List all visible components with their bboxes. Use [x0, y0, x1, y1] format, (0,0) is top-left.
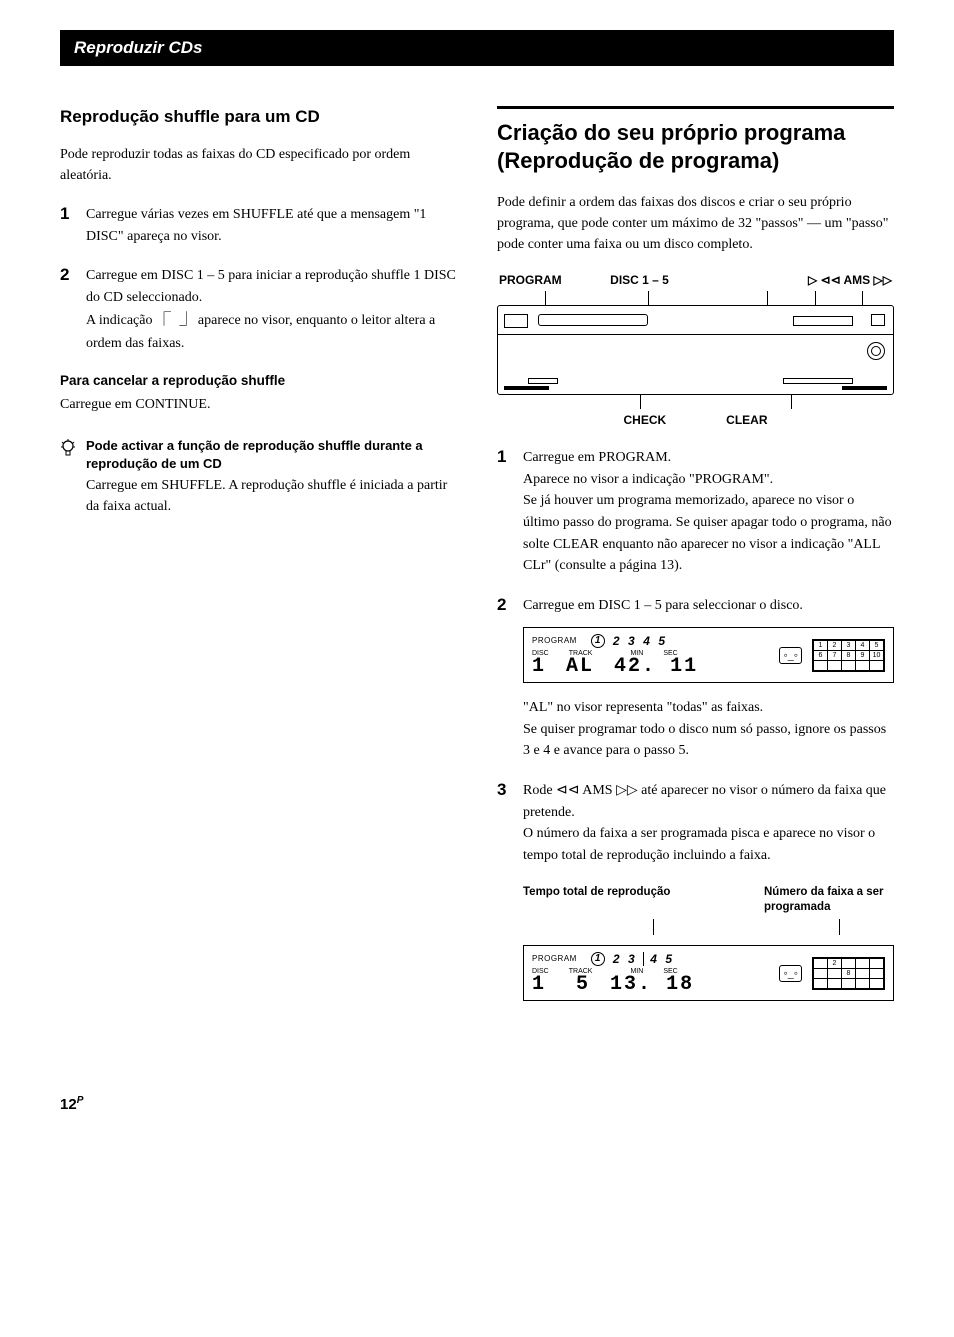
- display-panel-2: PROGRAM 1 2 3 4 5 DISC TRACK: [523, 945, 894, 1001]
- cancel-heading: Para cancelar a reprodução shuffle: [60, 372, 457, 391]
- left-step-1: 1 Carregue várias vezes em SHUFFLE até q…: [60, 204, 457, 247]
- seg-track: 5: [576, 973, 590, 996]
- after-disp1-b: Se quiser programar todo o disco num só …: [523, 719, 894, 762]
- disp-num: 5: [665, 952, 672, 966]
- step-text: Carregue várias vezes em SHUFFLE até que…: [86, 204, 457, 247]
- caption-right: Número da faixa a ser programada: [764, 885, 894, 915]
- seg-disc: 1: [532, 973, 546, 996]
- step-number: 2: [497, 595, 523, 617]
- left-heading: Reprodução shuffle para um CD: [60, 106, 457, 128]
- device-label-disc: DISC 1 – 5: [610, 273, 669, 287]
- disp-program-label: PROGRAM: [532, 954, 577, 963]
- seg-track: AL: [566, 655, 594, 678]
- seg-sec: 18: [666, 973, 694, 996]
- device-label-ams: ▷ ⊲⊲ AMS ▷▷: [808, 273, 892, 287]
- step-text: Carregue em DISC 1 – 5 para seleccionar …: [523, 595, 803, 617]
- step-text-b: O número da faixa a ser programada pisca…: [523, 823, 894, 866]
- step-text: Carregue em DISC 1 – 5 para iniciar a re…: [86, 265, 457, 354]
- disp-num: 1: [591, 952, 605, 966]
- step-number: 1: [60, 204, 86, 247]
- disp-num: 4: [643, 952, 657, 966]
- right-step-2: 2 Carregue em DISC 1 – 5 para selecciona…: [497, 595, 894, 617]
- device-label-clear: CLEAR: [726, 413, 767, 427]
- left-column: Reprodução shuffle para um CD Pode repro…: [60, 106, 457, 1015]
- display-panel-1: PROGRAM 1 2 3 4 5 DISC TRACK: [523, 627, 894, 683]
- right-step-1: 1 Carregue em PROGRAM. Aparece no visor …: [497, 447, 894, 577]
- tape-icon: ◦_◦: [779, 965, 802, 982]
- step-text-a: Rode ⊲⊲ AMS ▷▷ até aparecer no visor o n…: [523, 780, 894, 823]
- right-column: Criação do seu próprio programa (Reprodu…: [497, 106, 894, 1015]
- track-grid: 12345 678910: [812, 639, 885, 672]
- shuffle-symbol: ⎾ ⏌: [156, 309, 194, 333]
- disp-num: 5: [658, 634, 665, 648]
- step-text-a: Carregue em DISC 1 – 5 para iniciar a re…: [86, 268, 456, 305]
- seg-min: 42.: [614, 655, 656, 678]
- seg-disc: 1: [532, 655, 546, 678]
- lightbulb-icon: [60, 437, 78, 517]
- step-text-b: A indicação: [86, 313, 156, 328]
- device-label-check: CHECK: [623, 413, 666, 427]
- track-grid: 2 8: [812, 957, 885, 990]
- caption-left: Tempo total de reprodução: [523, 885, 670, 915]
- device-label-program: PROGRAM: [499, 273, 562, 287]
- disp-num: 1: [591, 634, 605, 648]
- page-number: 12P: [60, 1095, 894, 1113]
- tip-heading: Pode activar a função de reprodução shuf…: [86, 437, 457, 473]
- disp-num: 2: [613, 634, 620, 648]
- section-header: Reproduzir CDs: [60, 30, 894, 66]
- disp-num: 3: [628, 952, 635, 966]
- seg-min: 13.: [610, 973, 652, 996]
- after-disp1-a: "AL" no visor representa "todas" as faix…: [523, 697, 894, 719]
- step-text: Carregue em PROGRAM. Aparece no visor a …: [523, 447, 894, 577]
- cancel-text: Carregue em CONTINUE.: [60, 394, 457, 415]
- seg-sec: 11: [670, 655, 698, 678]
- left-intro: Pode reproduzir todas as faixas do CD es…: [60, 144, 457, 186]
- step-number: 3: [497, 780, 523, 867]
- step-number: 1: [497, 447, 523, 577]
- right-intro: Pode definir a ordem das faixas dos disc…: [497, 192, 894, 255]
- disp-num: 2: [613, 952, 620, 966]
- right-heading: Criação do seu próprio programa (Reprodu…: [497, 106, 894, 174]
- right-step-3: 3 Rode ⊲⊲ AMS ▷▷ até aparecer no visor o…: [497, 780, 894, 867]
- step-text: Rode ⊲⊲ AMS ▷▷ até aparecer no visor o n…: [523, 780, 894, 867]
- tip-text: Carregue em SHUFFLE. A reprodução shuffl…: [86, 475, 457, 517]
- disp-num: 3: [628, 634, 635, 648]
- device-diagram: PROGRAM DISC 1 – 5 ▷ ⊲⊲ AMS ▷▷: [497, 273, 894, 427]
- left-step-2: 2 Carregue em DISC 1 – 5 para iniciar a …: [60, 265, 457, 354]
- disp-num: 4: [643, 634, 650, 648]
- tape-icon: ◦_◦: [779, 647, 802, 664]
- disp-program-label: PROGRAM: [532, 636, 577, 645]
- tip-block: Pode activar a função de reprodução shuf…: [60, 437, 457, 517]
- step-number: 2: [60, 265, 86, 354]
